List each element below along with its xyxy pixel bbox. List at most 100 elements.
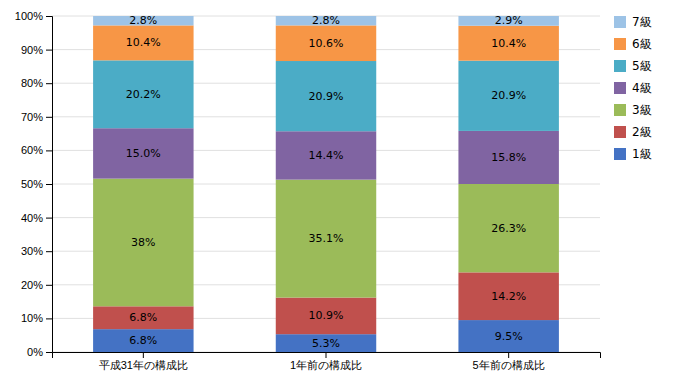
bar (276, 334, 376, 352)
tick-label: 20% (21, 279, 43, 291)
legend-item: 5級 (614, 59, 652, 73)
bar (458, 320, 558, 352)
data-label: 2.9% (495, 14, 523, 27)
bar (458, 61, 558, 131)
tick: 80% (21, 77, 52, 89)
bar (458, 131, 558, 184)
bar (276, 61, 376, 131)
tick-label: 40% (21, 212, 43, 224)
tick: 平成31年の構成比 (99, 352, 188, 371)
tick: 50% (21, 178, 52, 190)
series (93, 60, 559, 131)
plot: 6.8%5.3%9.5%6.8%10.9%14.2%38%35.1%26.3%1… (15, 10, 601, 371)
data-label: 6.8% (129, 311, 157, 324)
tick-label: 0% (27, 346, 43, 358)
legend-label: 2級 (632, 125, 652, 139)
x-axis: 平成31年の構成比 1年前の構成比 5年前の構成比 (53, 352, 601, 371)
tick-label: 70% (21, 111, 43, 123)
legend-swatch (614, 148, 626, 160)
tick-mark (46, 251, 52, 252)
tick: 100% (15, 10, 52, 22)
series (93, 179, 559, 307)
chart: 6.8%5.3%9.5%6.8%10.9%14.2%38%35.1%26.3%1… (0, 0, 690, 386)
tick: 0% (27, 346, 52, 358)
tick: 20% (21, 279, 52, 291)
data-labels: 6.8%5.3%9.5%6.8%10.9%14.2%38%35.1%26.3%1… (126, 14, 526, 349)
data-label: 6.8% (129, 334, 157, 347)
tick: 1年前の構成比 (290, 352, 362, 371)
tick: 70% (21, 111, 52, 123)
legend-swatch (614, 60, 626, 72)
tick-mark (46, 50, 52, 51)
data-label: 26.3% (491, 222, 526, 235)
data-label: 10.9% (309, 309, 344, 322)
tick: 10% (21, 312, 52, 324)
legend-item: 1級 (614, 147, 652, 161)
tick-label: 1年前の構成比 (290, 359, 362, 371)
data-label: 20.9% (309, 90, 344, 103)
legend-label: 7級 (632, 15, 652, 29)
data-label: 10.6% (309, 37, 344, 50)
bar (458, 26, 558, 61)
bar (93, 329, 193, 352)
tick-mark (46, 352, 52, 353)
tick-mark (46, 150, 52, 151)
tick-mark (508, 352, 509, 358)
tick-label: 60% (21, 144, 43, 156)
tick-mark (46, 218, 52, 219)
bar (276, 25, 376, 61)
tick-mark (46, 83, 52, 84)
tick-label: 100% (15, 10, 43, 22)
data-label: 15.8% (491, 151, 526, 164)
legend-item: 3級 (614, 103, 652, 117)
legend-label: 3級 (632, 103, 652, 117)
legend-label: 5級 (632, 59, 652, 73)
tick-mark (46, 184, 52, 185)
legend-swatch (614, 104, 626, 116)
tick: 40% (21, 212, 52, 224)
data-label: 10.4% (491, 37, 526, 50)
tick-label: 80% (21, 77, 43, 89)
tick: 5年前の構成比 (473, 352, 545, 371)
tick-mark (46, 318, 52, 319)
legend-label: 1級 (632, 147, 652, 161)
tick-label: 50% (21, 178, 43, 190)
bar (458, 184, 558, 272)
tick-label: 10% (21, 312, 43, 324)
legend-label: 4級 (632, 81, 652, 95)
bar (276, 180, 376, 298)
bar (93, 60, 193, 128)
tick-label: 5年前の構成比 (473, 359, 545, 371)
bar (93, 306, 193, 329)
legend-item: 7級 (614, 15, 652, 29)
tick-label: 平成31年の構成比 (99, 359, 188, 371)
tick: 60% (21, 144, 52, 156)
grid (52, 16, 600, 352)
bar (93, 179, 193, 307)
data-label: 15.0% (126, 147, 161, 160)
bars (93, 16, 559, 352)
series (93, 128, 559, 184)
legend-swatch (614, 82, 626, 94)
bar (93, 25, 193, 60)
axis-line (53, 353, 601, 359)
data-label: 10.4% (126, 36, 161, 49)
legend-item: 2級 (614, 125, 652, 139)
legend-swatch (614, 126, 626, 138)
bar (276, 131, 376, 179)
axis-line (46, 17, 53, 353)
y-axis: 0%10%20%30%40%50%60%70%80%90%100% (15, 10, 53, 358)
data-label: 35.1% (309, 232, 344, 245)
legend-swatch (614, 16, 626, 28)
bar (93, 128, 193, 178)
tick-mark (326, 352, 327, 358)
data-label: 2.8% (312, 14, 340, 27)
legend-swatch (614, 38, 626, 50)
tick-label: 90% (21, 44, 43, 56)
data-label: 9.5% (495, 330, 523, 343)
data-label: 20.2% (126, 88, 161, 101)
data-label: 2.8% (129, 14, 157, 27)
data-label: 14.4% (309, 149, 344, 162)
data-label: 5.3% (312, 337, 340, 350)
series (93, 25, 559, 61)
